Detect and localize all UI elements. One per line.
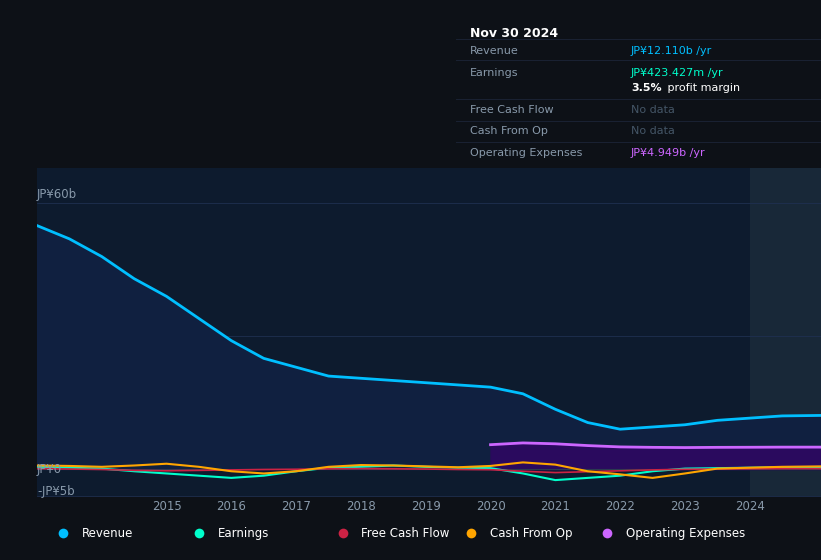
Text: Earnings: Earnings (470, 68, 519, 78)
Text: JP¥0: JP¥0 (37, 463, 62, 475)
Bar (750, 168, 821, 496)
Text: Cash From Op: Cash From Op (470, 127, 548, 136)
Text: Nov 30 2024: Nov 30 2024 (470, 27, 558, 40)
Text: No data: No data (631, 105, 675, 115)
Text: JP¥4.949b /yr: JP¥4.949b /yr (631, 148, 705, 158)
Text: JP¥12.110b /yr: JP¥12.110b /yr (631, 46, 713, 56)
Text: Revenue: Revenue (82, 527, 133, 540)
Text: 3.5%: 3.5% (631, 83, 662, 93)
Text: JP¥423.427m /yr: JP¥423.427m /yr (631, 68, 723, 78)
Text: Free Cash Flow: Free Cash Flow (361, 527, 450, 540)
Text: Free Cash Flow: Free Cash Flow (470, 105, 554, 115)
Text: -JP¥5b: -JP¥5b (37, 484, 75, 498)
Text: Operating Expenses: Operating Expenses (626, 527, 745, 540)
Text: No data: No data (631, 127, 675, 136)
Text: Operating Expenses: Operating Expenses (470, 148, 583, 158)
Text: profit margin: profit margin (664, 83, 740, 93)
Text: Cash From Op: Cash From Op (490, 527, 572, 540)
Text: JP¥60b: JP¥60b (37, 188, 77, 200)
Text: Earnings: Earnings (218, 527, 269, 540)
Text: Revenue: Revenue (470, 46, 519, 56)
